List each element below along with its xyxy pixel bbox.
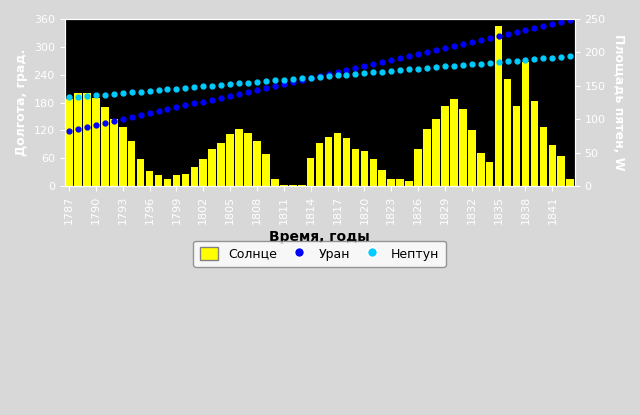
Bar [557, 156, 565, 186]
Bar [110, 119, 118, 186]
Bar [316, 143, 323, 186]
Bar [405, 181, 413, 186]
Bar [540, 127, 547, 186]
Bar [83, 93, 91, 186]
Bar [298, 185, 305, 186]
Bar [128, 141, 136, 186]
Bar [209, 149, 216, 186]
Bar [378, 170, 386, 186]
Bar [522, 62, 529, 186]
Bar [65, 99, 73, 186]
Bar [432, 119, 440, 186]
Bar [450, 99, 458, 186]
Bar [396, 179, 404, 186]
Bar [218, 143, 225, 186]
Bar [236, 129, 243, 186]
X-axis label: Время, годы: Время, годы [269, 230, 370, 244]
Bar [164, 179, 172, 186]
Bar [504, 79, 511, 186]
Bar [360, 151, 368, 186]
Bar [280, 185, 287, 186]
Bar [182, 174, 189, 186]
Bar [119, 127, 127, 186]
Bar [289, 185, 296, 186]
Bar [191, 167, 198, 186]
Bar [200, 159, 207, 186]
Bar [324, 137, 332, 186]
Bar [351, 149, 359, 186]
Bar [155, 176, 163, 186]
Bar [495, 26, 502, 186]
Bar [244, 133, 252, 186]
Bar [342, 138, 350, 186]
Bar [414, 149, 422, 186]
Bar [146, 171, 154, 186]
Bar [101, 107, 109, 186]
Bar [531, 100, 538, 186]
Bar [513, 106, 520, 186]
Bar [253, 141, 260, 186]
Bar [477, 153, 484, 186]
Bar [227, 134, 234, 186]
Bar [369, 159, 377, 186]
Bar [486, 162, 493, 186]
Bar [271, 179, 278, 186]
Bar [92, 98, 100, 186]
Bar [459, 109, 467, 186]
Bar [441, 106, 449, 186]
Bar [423, 129, 431, 186]
Bar [333, 133, 341, 186]
Bar [387, 179, 395, 186]
Bar [262, 154, 269, 186]
Legend: Солнце, Уран, Нептун: Солнце, Уран, Нептун [193, 241, 446, 267]
Bar [173, 176, 180, 186]
Bar [468, 130, 476, 186]
Y-axis label: Площадь пятен, W: Площадь пятен, W [612, 34, 625, 171]
Bar [307, 158, 314, 186]
Y-axis label: Долгота, град.: Долгота, град. [15, 49, 28, 156]
Bar [548, 145, 556, 186]
Bar [74, 93, 82, 186]
Bar [566, 179, 574, 186]
Bar [137, 159, 145, 186]
